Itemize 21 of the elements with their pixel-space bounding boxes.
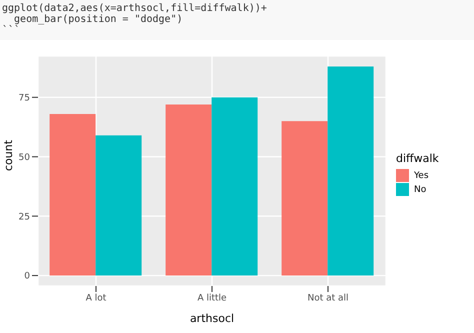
bar	[328, 66, 374, 276]
x-axis-title: arthsocl	[190, 312, 234, 325]
x-tick-label: Not at all	[307, 293, 349, 304]
text: ggplot(data2,aes(x=arthsocl,fill=diffwalk))+	[2, 3, 268, 14]
bar	[282, 121, 328, 276]
y-tick-label: 75	[18, 94, 30, 104]
legend-title: diffwalk	[396, 152, 439, 165]
y-axis-title: count	[2, 139, 15, 171]
bar	[212, 97, 258, 276]
text: geom_bar(position = "dodge")	[13, 14, 184, 25]
x-tick-label: A lot	[86, 293, 107, 304]
legend-label: No	[413, 184, 428, 196]
bar	[166, 104, 212, 276]
legend-label: Yes	[413, 170, 430, 182]
bar	[50, 114, 96, 276]
y-tick-label: 25	[18, 212, 30, 222]
y-tick-label: 50	[18, 152, 30, 163]
x-tick-label: A little	[197, 293, 228, 304]
y-tick-label: 0	[24, 272, 30, 282]
bar	[96, 135, 142, 276]
text: ```	[2, 25, 22, 36]
